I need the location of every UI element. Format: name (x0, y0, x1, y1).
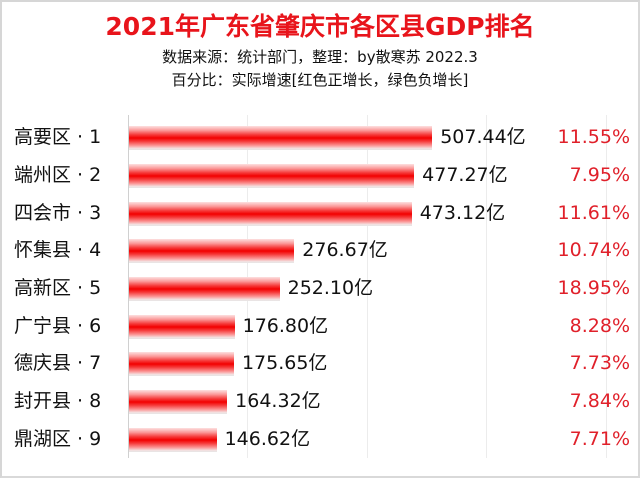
category-label: 德庆县 · 7 (14, 352, 102, 374)
category-label: 鼎湖区 · 9 (14, 428, 102, 450)
chart-subtitle-note: 百分比：实际增速[红色正增长，绿色负增长] (171, 71, 469, 89)
value-label: 146.62亿 (224, 428, 311, 450)
bar-row: 怀集县 · 4 276.67亿 10.74% (0, 232, 640, 268)
gdp-bar (129, 315, 235, 339)
gdp-bar (129, 126, 433, 150)
chart-title: 2021年广东省肇庆市各区县GDP排名 (105, 12, 535, 41)
bar-row: 封开县 · 8 164.32亿 7.84% (0, 383, 640, 419)
category-label: 怀集县 · 4 (14, 239, 102, 261)
value-label: 176.80亿 (242, 315, 329, 337)
category-label: 四会市 · 3 (14, 202, 102, 224)
growth-label: 8.28% (569, 315, 630, 337)
value-label: 477.27亿 (422, 164, 508, 186)
gdp-bar (129, 277, 280, 301)
value-label: 252.10亿 (287, 277, 374, 299)
growth-label: 11.61% (557, 202, 630, 224)
category-label: 广宁县 · 6 (14, 315, 102, 337)
growth-label: 7.73% (569, 352, 630, 374)
value-label: 175.65亿 (241, 352, 328, 374)
bar-row: 四会市 · 3 473.12亿 11.61% (0, 195, 640, 231)
gridline (486, 115, 487, 458)
growth-label: 11.55% (557, 126, 630, 148)
bar-row: 鼎湖区 · 9 146.62亿 7.71% (0, 421, 640, 457)
gdp-bar (129, 202, 412, 226)
bar-row: 广宁县 · 6 176.80亿 8.28% (0, 308, 640, 344)
growth-label: 10.74% (557, 239, 630, 261)
bar-row: 德庆县 · 7 175.65亿 7.73% (0, 345, 640, 381)
gdp-bar (129, 352, 234, 376)
bar-row: 高新区 · 5 252.10亿 18.95% (0, 270, 640, 306)
value-label: 276.67亿 (302, 239, 388, 261)
chart-subtitle-source: 数据来源：统计部门，整理：by散寒苏 2022.3 (162, 48, 478, 66)
category-label: 封开县 · 8 (14, 390, 102, 412)
plot-area: 高要区 · 1 507.44亿 11.55% 端州区 · 2 477.27亿 7… (0, 115, 640, 458)
growth-label: 7.84% (569, 390, 630, 412)
growth-label: 7.95% (569, 164, 630, 186)
gridline (606, 115, 607, 458)
growth-label: 18.95% (557, 277, 630, 299)
gridline (367, 115, 368, 458)
bar-row: 端州区 · 2 477.27亿 7.95% (0, 157, 640, 193)
category-label: 高要区 · 1 (14, 126, 102, 148)
gdp-bar (129, 239, 295, 263)
value-label: 473.12亿 (419, 202, 506, 224)
gdp-bar (129, 428, 217, 452)
value-label: 507.44亿 (440, 126, 526, 148)
value-label: 164.32亿 (235, 390, 321, 412)
category-label: 端州区 · 2 (14, 164, 102, 186)
growth-label: 7.71% (569, 428, 630, 450)
y-axis-line (128, 115, 129, 458)
category-label: 高新区 · 5 (14, 277, 102, 299)
gdp-bar (129, 390, 228, 414)
bar-row: 高要区 · 1 507.44亿 11.55% (0, 119, 640, 155)
gdp-bar (129, 164, 415, 188)
